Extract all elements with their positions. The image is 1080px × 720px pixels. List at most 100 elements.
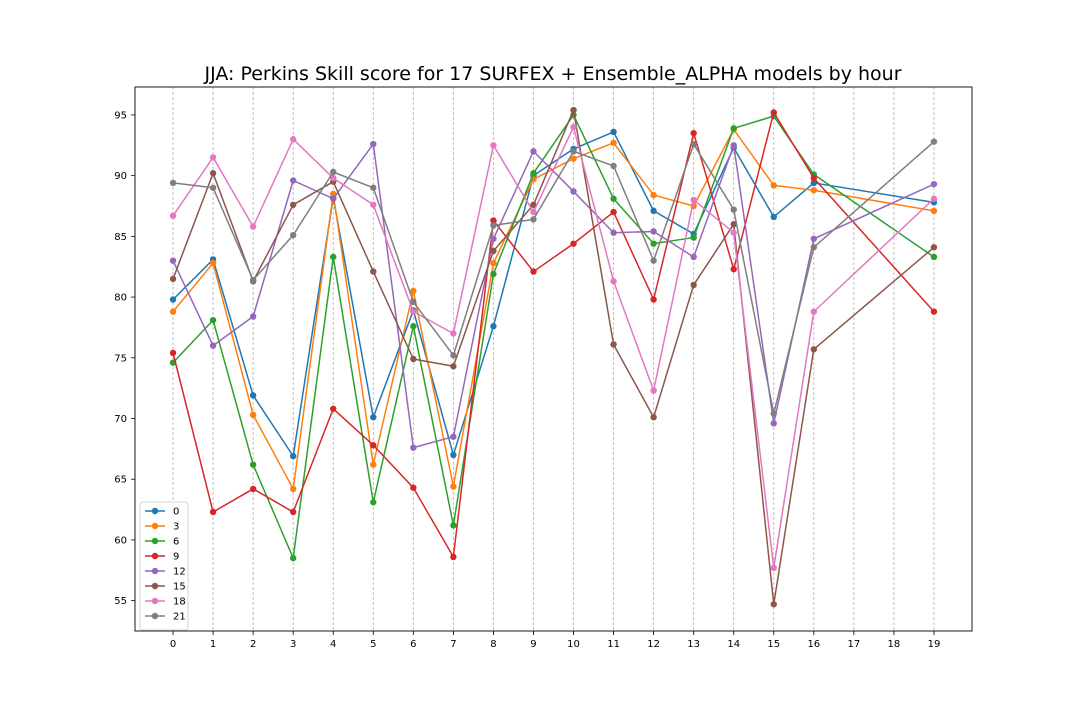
legend-item-18: 18 <box>145 597 186 608</box>
data-point-21 <box>650 257 657 264</box>
data-point-15 <box>289 201 297 208</box>
data-point-18 <box>169 212 177 219</box>
y-tick-label: 70 <box>114 414 127 425</box>
x-tick-label: 12 <box>647 639 660 650</box>
data-point-21 <box>730 206 737 213</box>
legend-swatch-marker <box>151 537 159 545</box>
legend-item-12: 12 <box>145 567 186 578</box>
data-point-15 <box>530 201 537 208</box>
data-point-9 <box>930 308 938 315</box>
legend-label: 12 <box>173 567 186 578</box>
data-point-9 <box>490 217 497 224</box>
x-tick-label: 4 <box>330 639 336 650</box>
data-point-18 <box>490 142 497 149</box>
legend-label: 9 <box>173 552 179 563</box>
data-point-21 <box>690 140 697 148</box>
y-tick-label: 80 <box>114 293 127 304</box>
series-line-0 <box>172 131 935 457</box>
legend-item-9: 9 <box>145 552 179 563</box>
data-point-18 <box>330 174 337 182</box>
data-point-9 <box>770 109 777 116</box>
x-tick-label: 9 <box>530 639 536 650</box>
x-tick-label: 8 <box>490 639 496 650</box>
y-tick-label: 75 <box>114 353 127 364</box>
data-point-21 <box>410 298 417 306</box>
y-tick-label: 85 <box>114 232 127 243</box>
series-12 <box>169 140 938 451</box>
data-point-15 <box>930 244 938 251</box>
series-line-3 <box>172 128 935 490</box>
legend-label: 21 <box>173 612 186 623</box>
data-point-18 <box>770 564 777 572</box>
y-tick-label: 60 <box>114 535 127 546</box>
data-point-9 <box>570 240 577 247</box>
x-tick-label: 17 <box>847 639 860 650</box>
data-point-12 <box>530 148 537 155</box>
data-point-9 <box>410 484 417 491</box>
data-point-21 <box>289 231 297 239</box>
data-point-15 <box>209 170 217 177</box>
x-tick-label: 2 <box>250 639 256 650</box>
data-point-6 <box>730 125 737 132</box>
data-point-6 <box>249 461 257 468</box>
data-point-15 <box>490 247 497 255</box>
data-point-12 <box>450 433 457 440</box>
data-point-3 <box>249 411 257 419</box>
data-point-0 <box>770 213 777 221</box>
data-point-21 <box>490 222 497 229</box>
series-line-6 <box>172 114 935 559</box>
data-point-9 <box>450 553 457 561</box>
legend-swatch-marker <box>151 552 159 560</box>
data-point-9 <box>209 508 217 516</box>
legend: 0 3 6 9 12 15 18 21 <box>139 501 189 631</box>
series-21 <box>169 138 938 417</box>
data-point-12 <box>690 253 697 261</box>
data-point-9 <box>810 174 818 182</box>
legend-item-6: 6 <box>145 537 179 548</box>
legend-item-15: 15 <box>145 582 186 593</box>
legend-label: 0 <box>173 507 179 518</box>
legend-swatch-marker <box>151 582 159 590</box>
x-tick-label: 14 <box>727 639 740 650</box>
legend-swatch-marker <box>151 507 159 515</box>
data-point-9 <box>249 485 257 493</box>
data-point-3 <box>370 461 377 468</box>
data-point-18 <box>690 196 697 204</box>
data-point-0 <box>249 392 257 399</box>
data-point-3 <box>930 207 938 215</box>
legend-item-0: 0 <box>145 507 179 518</box>
data-point-15 <box>450 363 457 370</box>
legend-label: 6 <box>173 537 179 548</box>
series-3 <box>169 126 938 493</box>
data-point-6 <box>410 323 417 330</box>
data-point-0 <box>289 452 297 460</box>
data-point-6 <box>530 170 537 177</box>
legend-item-21: 21 <box>145 612 186 623</box>
data-point-3 <box>410 287 417 295</box>
legend-label: 15 <box>173 582 186 593</box>
data-point-21 <box>370 184 377 191</box>
data-point-3 <box>169 308 177 315</box>
data-point-18 <box>410 308 417 315</box>
legend-swatch-marker <box>151 612 159 620</box>
data-point-15 <box>690 281 697 289</box>
x-tick-label: 1 <box>210 639 216 650</box>
legend-label: 3 <box>173 522 179 533</box>
data-point-12 <box>169 257 177 264</box>
data-point-6 <box>450 522 457 529</box>
data-point-6 <box>289 554 297 562</box>
data-point-12 <box>249 313 257 320</box>
data-point-12 <box>570 188 577 195</box>
data-point-15 <box>730 221 737 228</box>
data-point-21 <box>249 276 257 284</box>
series-line-21 <box>172 141 935 415</box>
y-tick-label: 95 <box>114 110 127 121</box>
data-point-9 <box>690 129 697 137</box>
data-point-12 <box>410 444 417 451</box>
y-tick-label: 65 <box>114 475 127 486</box>
data-point-15 <box>650 414 657 421</box>
data-point-12 <box>289 177 297 184</box>
chart-title: JJA: Perkins Skill score for 17 SURFEX +… <box>203 63 901 85</box>
data-point-18 <box>450 330 457 337</box>
